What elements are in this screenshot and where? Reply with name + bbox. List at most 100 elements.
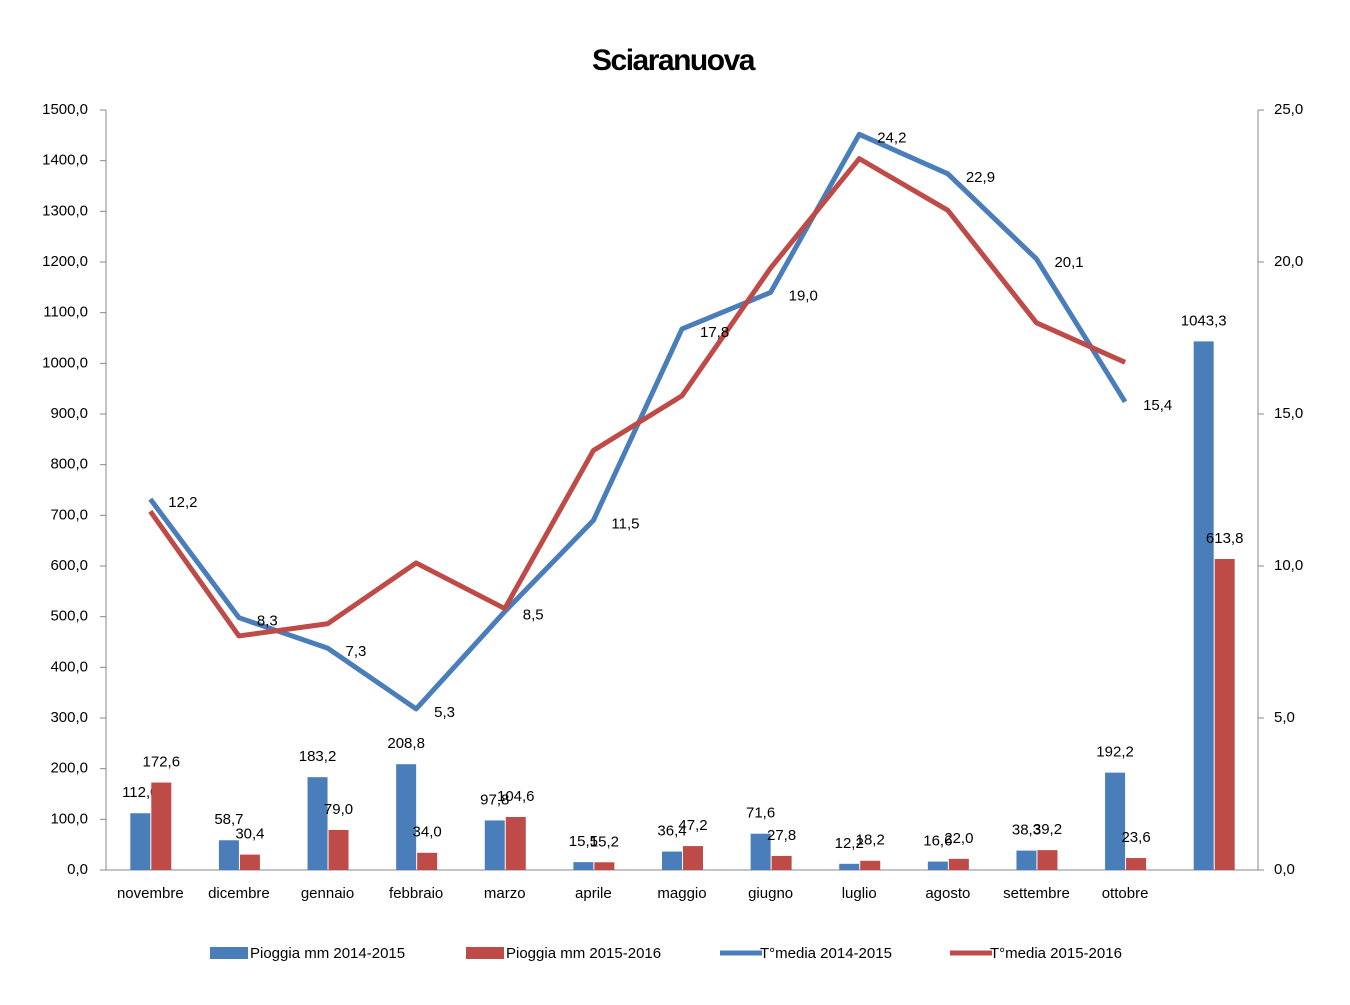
legend-label: T°media 2015-2016 — [990, 945, 1122, 962]
bar — [1193, 341, 1214, 870]
line — [148, 156, 1127, 639]
bar-value-label: 192,2 — [1096, 744, 1134, 761]
y2-tick-label: 20,0 — [1274, 253, 1303, 270]
x-tick-label: marzo — [484, 885, 526, 902]
bar-value-label: 172,6 — [143, 754, 181, 771]
x-tick-label: agosto — [925, 885, 970, 902]
bar — [662, 851, 682, 870]
y2-tick-label: 0,0 — [1274, 861, 1295, 878]
bar — [239, 854, 260, 870]
bar — [1126, 858, 1147, 870]
bar — [750, 833, 771, 870]
y-tick-label: 1200,0 — [42, 253, 88, 270]
bar-value-label: 97,8 — [480, 791, 509, 808]
bar — [860, 860, 881, 870]
line-value-label: 15,4 — [1143, 397, 1172, 414]
bar-value-label: 183,2 — [299, 748, 337, 765]
x-tick-label: aprile — [575, 885, 612, 902]
bar — [771, 855, 792, 870]
legend-label: Pioggia mm 2014-2015 — [250, 945, 405, 962]
bar — [1037, 850, 1058, 870]
line-value-label: 5,3 — [434, 704, 455, 721]
y2-tick-label: 5,0 — [1274, 709, 1295, 726]
x-tick-label: ottobre — [1102, 885, 1149, 902]
bar — [573, 862, 594, 870]
bar — [307, 777, 328, 870]
bar-value-label: 36,4 — [657, 823, 686, 840]
y-tick-label: 800,0 — [50, 456, 88, 473]
bar-value-label: 34,0 — [413, 824, 442, 841]
bar-value-label: 30,4 — [235, 826, 264, 843]
bar — [594, 862, 615, 870]
bar-value-label: 71,6 — [746, 805, 775, 822]
bar-value-label: 104,6 — [497, 788, 535, 805]
y-tick-label: 900,0 — [50, 405, 88, 422]
y-tick-label: 600,0 — [50, 557, 88, 574]
bar — [484, 820, 505, 870]
y-tick-label: 1500,0 — [42, 101, 88, 118]
bar — [948, 858, 969, 870]
x-tick-label: luglio — [842, 885, 877, 902]
bar-value-label: 15,5 — [569, 833, 598, 850]
bar — [130, 813, 151, 870]
bar-value-label: 47,2 — [678, 817, 707, 834]
bar — [1105, 772, 1126, 870]
bar-value-label: 39,2 — [1033, 821, 1062, 838]
bar-value-label: 112,0 — [122, 784, 158, 801]
line-value-label: 20,1 — [1054, 254, 1083, 271]
bar — [328, 829, 349, 870]
legend-swatch — [210, 947, 248, 959]
bar — [1016, 850, 1037, 870]
line-value-label: 7,3 — [346, 643, 367, 660]
bar-value-label: 38,3 — [1012, 822, 1041, 839]
x-tick-label: novembre — [117, 885, 184, 902]
y-tick-label: 100,0 — [50, 810, 88, 827]
line-value-label: 22,9 — [966, 169, 995, 186]
bar-value-label: 58,7 — [214, 811, 243, 828]
line-value-label: 12,2 — [168, 494, 197, 511]
bar-value-label: 18,2 — [856, 832, 885, 849]
bar — [927, 861, 948, 870]
bar-value-label: 1043,3 — [1181, 312, 1227, 329]
y-tick-label: 700,0 — [50, 506, 88, 523]
bar-value-label: 16,6 — [923, 833, 952, 850]
bar — [683, 846, 703, 870]
bar — [151, 782, 172, 870]
bar-value-label: 79,0 — [324, 801, 353, 818]
y-tick-label: 500,0 — [50, 608, 88, 625]
line-value-label: 24,2 — [877, 129, 906, 146]
legend-swatch — [466, 947, 504, 959]
y2-tick-label: 15,0 — [1274, 405, 1303, 422]
bar — [505, 817, 526, 870]
y-tick-label: 1000,0 — [42, 354, 88, 371]
x-tick-label: gennaio — [301, 885, 354, 902]
y2-tick-label: 25,0 — [1274, 101, 1303, 118]
x-tick-label: febbraio — [389, 885, 443, 902]
x-tick-label: giugno — [748, 885, 793, 902]
legend-label: Pioggia mm 2015-2016 — [506, 945, 661, 962]
bar-value-label: 27,8 — [767, 827, 796, 844]
bar-value-label: 15,2 — [590, 833, 619, 850]
bar-value-label: 22,0 — [944, 830, 973, 847]
bar-value-label: 613,8 — [1206, 530, 1244, 547]
bar-value-label: 12,2 — [835, 835, 864, 852]
y-tick-label: 300,0 — [50, 709, 88, 726]
x-tick-label: maggio — [657, 885, 706, 902]
x-tick-label: dicembre — [208, 885, 270, 902]
y-tick-label: 400,0 — [50, 658, 88, 675]
bar — [396, 764, 417, 870]
line-value-label: 19,0 — [789, 287, 818, 304]
bar — [839, 863, 860, 870]
line-value-label: 8,3 — [257, 613, 278, 630]
bar — [218, 840, 239, 870]
line-value-label: 17,8 — [700, 324, 729, 341]
legend-label: T°media 2014-2015 — [760, 945, 892, 962]
y-tick-label: 0,0 — [67, 861, 88, 878]
y2-tick-label: 10,0 — [1274, 557, 1303, 574]
bar-value-label: 23,6 — [1121, 829, 1150, 846]
bar — [1214, 559, 1235, 870]
bar-value-label: 208,8 — [387, 735, 425, 752]
y-tick-label: 1400,0 — [42, 152, 88, 169]
y-tick-label: 1300,0 — [42, 202, 88, 219]
